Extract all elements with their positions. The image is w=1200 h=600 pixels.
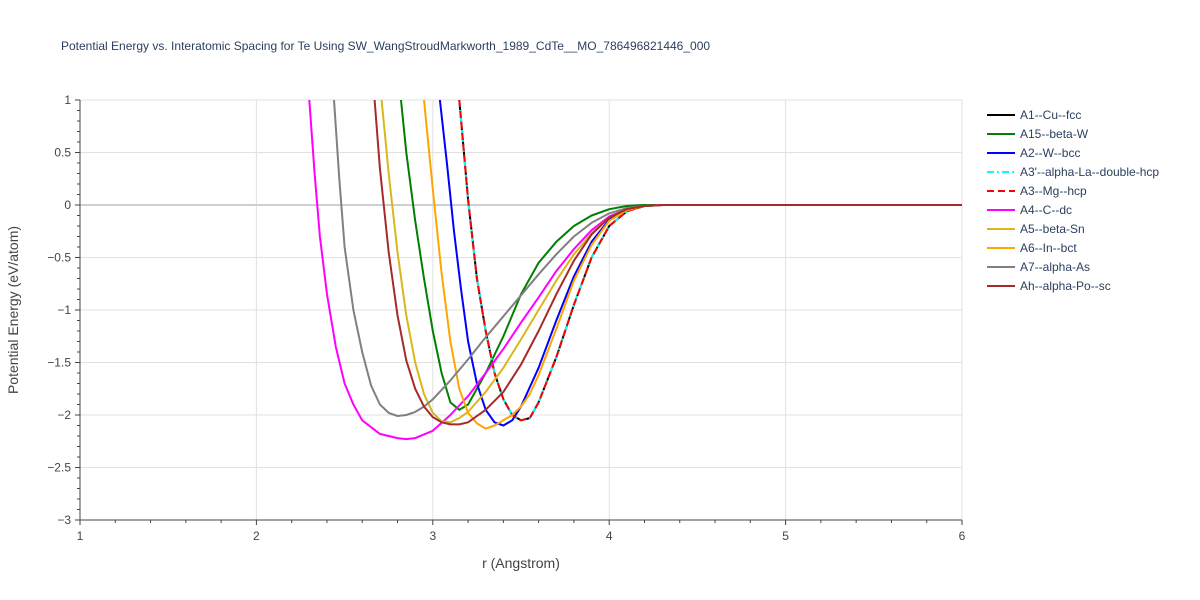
legend-item[interactable]: A3--Mg--hcp [987,184,1087,198]
legend-label: A1--Cu--fcc [1020,108,1081,122]
legend-label: A6--In--bct [1020,241,1077,255]
y-axis-title: Potential Energy (eV/atom) [5,226,21,394]
x-axis-title: r (Angstrom) [482,555,560,571]
legend-item[interactable]: A6--In--bct [987,241,1077,255]
legend-item[interactable]: A2--W--bcc [987,146,1080,160]
x-tick-label: 1 [77,529,84,543]
legend-label: Ah--alpha-Po--sc [1020,279,1111,293]
y-tick-label: −0.5 [47,251,71,265]
legend-label: A2--W--bcc [1020,146,1080,160]
tick-labels: 1 2 3 4 5 6 1 0.5 0 −0.5 −1 −1.5 −2 −2.5 −3 [47,93,965,543]
legend-item[interactable]: A7--alpha-As [987,260,1090,274]
legend-label: A7--alpha-As [1020,260,1090,274]
axes [75,99,963,525]
y-tick-label: 0 [64,198,71,212]
legend-item[interactable]: A3'--alpha-La--double-hcp [987,165,1159,179]
x-tick-label: 5 [782,529,789,543]
legend-item[interactable]: A15--beta-W [987,127,1089,141]
series-line [400,100,962,411]
y-tick-label: 0.5 [54,146,71,160]
y-tick-label: −3 [57,513,71,527]
legend-label: A15--beta-W [1020,127,1089,141]
x-tick-label: 2 [253,529,260,543]
legend-item[interactable]: A5--beta-Sn [987,222,1085,236]
y-tick-label: −2.5 [47,461,71,475]
legend-item[interactable]: A4--C--dc [987,203,1072,217]
legend: A1--Cu--fcc A15--beta-W A2--W--bcc A3'--alp… [987,108,1159,293]
legend-label: A3--Mg--hcp [1020,184,1087,198]
y-tick-label: 1 [64,93,71,107]
legend-item[interactable]: Ah--alpha-Po--sc [987,279,1111,293]
plot-area [308,100,962,441]
series-line [373,100,962,426]
y-tick-label: −2 [57,408,71,422]
chart-title: Potential Energy vs. Interatomic Spacing… [61,39,710,53]
x-tick-label: 3 [429,529,436,543]
x-tick-label: 4 [606,529,613,543]
legend-label: A3'--alpha-La--double-hcp [1020,165,1159,179]
x-tick-label: 6 [959,529,966,543]
series-line [333,100,962,417]
y-tick-label: −1.5 [47,356,71,370]
y-tick-label: −1 [57,303,71,317]
legend-label: A5--beta-Sn [1020,222,1085,236]
legend-label: A4--C--dc [1020,203,1072,217]
legend-item[interactable]: A1--Cu--fcc [987,108,1081,122]
